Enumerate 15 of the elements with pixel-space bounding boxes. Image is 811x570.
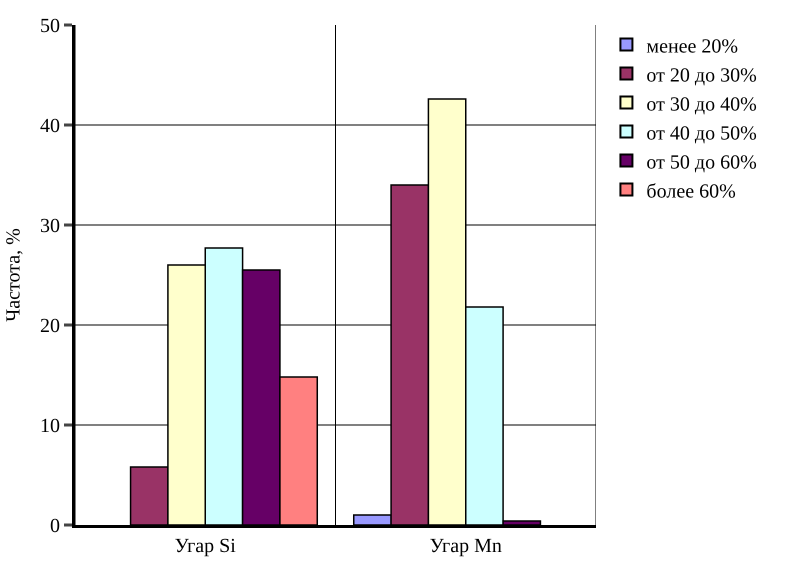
y-tick-label: 20 — [40, 315, 60, 337]
legend-label: от 30 до 40% — [646, 93, 757, 116]
y-tick-label: 10 — [40, 415, 60, 437]
legend-label: более 60% — [646, 180, 736, 202]
y-tick-label: 30 — [40, 215, 60, 237]
y-tick-label: 40 — [40, 115, 60, 137]
y-tick-label: 50 — [40, 15, 60, 37]
legend-label: менее 20% — [646, 35, 738, 58]
y-axis-title: Частота, % — [2, 228, 24, 322]
legend-label: от 50 до 60% — [646, 151, 757, 174]
y-tick-label: 0 — [50, 515, 60, 537]
x-tick-label: Угар Mn — [430, 535, 502, 557]
legend-label: от 40 до 50% — [646, 122, 757, 144]
x-tick-label: Угар Si — [174, 535, 236, 557]
legend-label: от 20 до 30% — [646, 64, 757, 86]
